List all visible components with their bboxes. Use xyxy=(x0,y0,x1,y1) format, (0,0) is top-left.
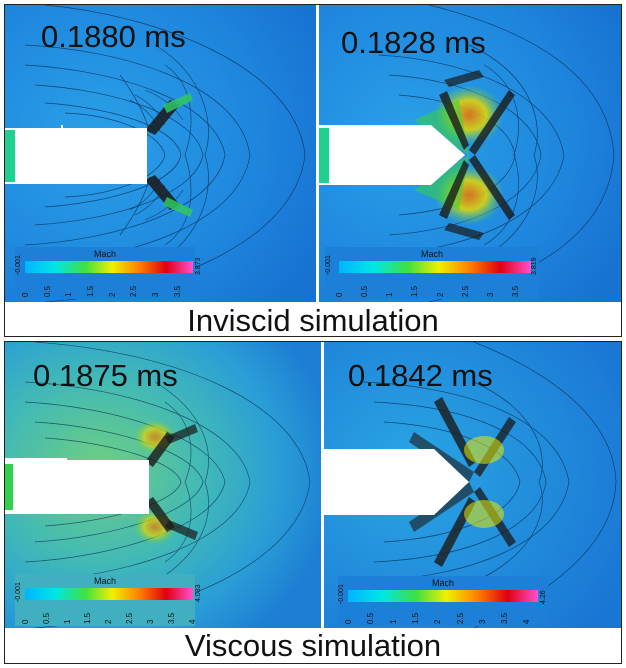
inviscid-figure: 0.1880 ms Mach -0.001 3.873 0 0.5 1 1.5 2 2.5… xyxy=(4,4,622,337)
legend-max: 4.26 xyxy=(540,590,547,604)
viscous-left-legend: Mach -0.001 4.033 0 0.5 1 1.5 2 2.5 3 3.5 4 xyxy=(15,574,202,626)
legend-title: Mach xyxy=(420,249,443,259)
legend-tick-label: 4 xyxy=(522,619,532,624)
legend-max: 3.873 xyxy=(195,257,202,275)
legend-max: 4.033 xyxy=(195,584,202,602)
legend-min: -0.001 xyxy=(15,582,22,602)
legend-min: -0.001 xyxy=(338,584,345,604)
viscous-left-panel: 0.1875 ms Mach -0.001 4.033 0 0.5 1 1.5 2 2.5… xyxy=(5,342,321,628)
legend-tick-label: 0 xyxy=(21,292,30,297)
legend-tick-label: 3 xyxy=(477,619,487,624)
colorbar xyxy=(339,261,531,273)
legend-tick-label: 2 xyxy=(107,292,117,297)
legend-tick-label: 2 xyxy=(104,619,114,624)
legend-tick-label: 1 xyxy=(64,292,74,297)
legend-tick-label: 1 xyxy=(388,619,398,624)
inviscid-right-panel: 0.1828 ms Mach -0.001 3.819 0 0.5 1 1.5 2 2.5… xyxy=(319,5,621,302)
legend-tick-label: 1.5 xyxy=(410,285,420,297)
legend-tick-label: 0.5 xyxy=(366,612,376,624)
legend-tick-label: 3.5 xyxy=(500,612,510,624)
legend-tick-label: 3.5 xyxy=(172,285,182,297)
legend-tick-label: 0.5 xyxy=(42,285,52,297)
inviscid-right-time: 0.1828 ms xyxy=(341,25,486,60)
colorbar xyxy=(348,590,538,602)
viscous-right-time: 0.1842 ms xyxy=(348,358,493,393)
inviscid-caption: Inviscid simulation xyxy=(187,303,439,337)
legend-tick-label: 3 xyxy=(485,292,495,297)
inviscid-left-time: 0.1880 ms xyxy=(41,19,186,54)
viscous-right-panel: 0.1842 ms Mach -0.001 4.26 0 0.5 1 1.5 2 2.5 3… xyxy=(324,342,621,628)
legend-tick-label: 2.5 xyxy=(460,285,470,297)
legend-tick-label: 3.5 xyxy=(510,285,520,297)
legend-tick-label: 2 xyxy=(435,292,445,297)
legend-tick-label: 2.5 xyxy=(129,285,139,297)
legend-tick-label: 3.5 xyxy=(166,612,176,624)
viscous-figure: 0.1875 ms Mach -0.001 4.033 0 0.5 1 1.5 2 2.5… xyxy=(4,341,622,664)
legend-tick-label: 1.5 xyxy=(86,285,96,297)
legend-max: 3.819 xyxy=(531,257,538,275)
legend-title: Mach xyxy=(93,576,116,586)
legend-tick-label: 1 xyxy=(385,292,395,297)
legend-tick-label: 0 xyxy=(344,619,353,624)
viscous-caption: Viscous simulation xyxy=(184,628,442,663)
legend-tick-label: 0.5 xyxy=(41,612,51,624)
legend-tick-label: 1 xyxy=(62,619,72,624)
inviscid-left-legend: Mach -0.001 3.873 0 0.5 1 1.5 2 2.5 3 3.5 xyxy=(15,247,202,299)
viscous-right-legend: Mach -0.001 4.26 0 0.5 1 1.5 2 2.5 3 3.5 4 xyxy=(338,576,548,626)
legend-tick-label: 4 xyxy=(187,619,197,624)
legend-tick-label: 2 xyxy=(433,619,443,624)
legend-min: -0.001 xyxy=(15,255,22,275)
legend-tick-label: 1.5 xyxy=(410,612,420,624)
legend-tick-label: 1.5 xyxy=(83,612,93,624)
inviscid-right-legend: Mach -0.001 3.819 0 0.5 1 1.5 2 2.5 3 3.5 xyxy=(325,247,539,299)
colorbar xyxy=(25,588,193,600)
legend-tick-label: 2.5 xyxy=(455,612,465,624)
legend-tick-label: 0 xyxy=(335,292,344,297)
legend-title: Mach xyxy=(431,578,454,588)
viscous-left-time: 0.1875 ms xyxy=(33,358,178,393)
legend-min: -0.001 xyxy=(325,255,332,275)
legend-tick-label: 0.5 xyxy=(360,285,370,297)
legend-title: Mach xyxy=(93,249,116,259)
legend-tick-label: 3 xyxy=(151,292,161,297)
legend-tick-label: 0 xyxy=(21,619,30,624)
colorbar xyxy=(25,261,193,273)
inviscid-left-panel: 0.1880 ms Mach -0.001 3.873 0 0.5 1 1.5 2 2.5… xyxy=(5,5,316,302)
legend-tick-label: 2.5 xyxy=(125,612,135,624)
legend-tick-label: 3 xyxy=(145,619,155,624)
